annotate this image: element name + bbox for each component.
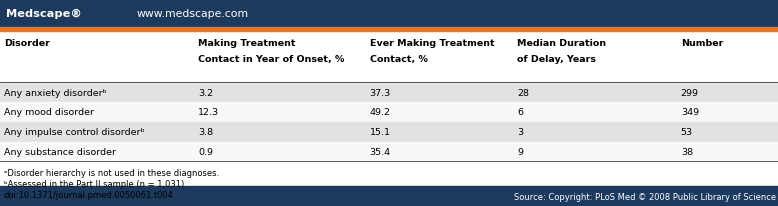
Text: Any substance disorder: Any substance disorder xyxy=(4,147,116,156)
Bar xyxy=(0,0,778,28)
Bar xyxy=(0,83,778,103)
Bar xyxy=(0,122,778,142)
Bar xyxy=(0,103,778,122)
Text: Medscape®: Medscape® xyxy=(6,9,82,19)
Text: www.medscape.com: www.medscape.com xyxy=(136,9,248,19)
Text: 349: 349 xyxy=(681,108,699,117)
Text: ᵇAssessed in the Part II sample (n = 1,031).: ᵇAssessed in the Part II sample (n = 1,0… xyxy=(4,179,187,188)
Text: 38: 38 xyxy=(681,147,693,156)
Bar xyxy=(0,186,778,206)
Text: Making Treatment: Making Treatment xyxy=(198,39,296,48)
Text: 3: 3 xyxy=(517,128,524,137)
Text: Any anxiety disorderᵇ: Any anxiety disorderᵇ xyxy=(4,88,107,97)
Text: doi:10.1371/journal.pmed.0050061.t004: doi:10.1371/journal.pmed.0050061.t004 xyxy=(4,191,173,199)
Text: Source: Copyright: PLoS Med © 2008 Public Library of Science: Source: Copyright: PLoS Med © 2008 Publi… xyxy=(513,192,776,201)
Text: 0.9: 0.9 xyxy=(198,147,213,156)
Text: Disorder: Disorder xyxy=(4,39,50,48)
Text: Ever Making Treatment: Ever Making Treatment xyxy=(370,39,494,48)
Text: Contact in Year of Onset, %: Contact in Year of Onset, % xyxy=(198,55,345,64)
Text: 3.2: 3.2 xyxy=(198,88,213,97)
Text: Any mood disorder: Any mood disorder xyxy=(4,108,94,117)
Text: 53: 53 xyxy=(681,128,693,137)
Text: Number: Number xyxy=(681,39,723,48)
Text: 49.2: 49.2 xyxy=(370,108,391,117)
Text: 3.8: 3.8 xyxy=(198,128,213,137)
Text: ᵃDisorder hierarchy is not used in these diagnoses.: ᵃDisorder hierarchy is not used in these… xyxy=(4,168,219,177)
Text: 6: 6 xyxy=(517,108,524,117)
Text: 9: 9 xyxy=(517,147,524,156)
Text: Any impulse control disorderᵇ: Any impulse control disorderᵇ xyxy=(4,128,145,137)
Text: 37.3: 37.3 xyxy=(370,88,391,97)
Text: 15.1: 15.1 xyxy=(370,128,391,137)
Bar xyxy=(0,28,778,32)
Text: 35.4: 35.4 xyxy=(370,147,391,156)
Text: 299: 299 xyxy=(681,88,699,97)
Text: 12.3: 12.3 xyxy=(198,108,219,117)
Text: Contact, %: Contact, % xyxy=(370,55,427,64)
Text: Median Duration: Median Duration xyxy=(517,39,607,48)
Text: of Delay, Years: of Delay, Years xyxy=(517,55,597,64)
Text: 28: 28 xyxy=(517,88,529,97)
Bar xyxy=(0,142,778,162)
